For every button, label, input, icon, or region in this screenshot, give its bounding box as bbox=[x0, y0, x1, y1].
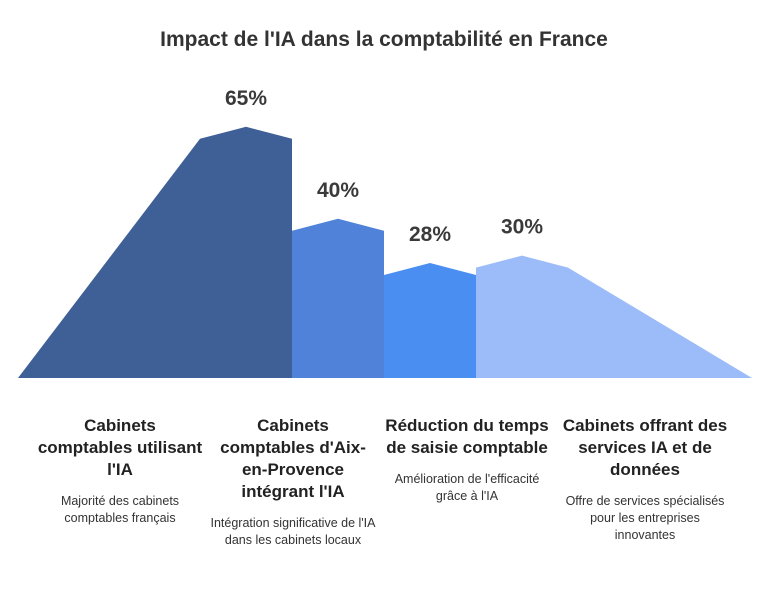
area-segment-4 bbox=[476, 255, 752, 378]
value-label-2: 40% bbox=[317, 179, 359, 202]
category-description-2: Intégration significative de l'IA dans l… bbox=[210, 516, 376, 547]
category-2: Cabinets comptables d'Aix-en-Provence in… bbox=[208, 415, 378, 549]
value-label-1: 65% bbox=[225, 87, 267, 110]
category-3: Réduction du temps de saisie comptable A… bbox=[382, 415, 552, 505]
category-label-4: Cabinets offrant des services IA et de d… bbox=[562, 416, 728, 479]
chart-title: Impact de l'IA dans la comptabilité en F… bbox=[160, 28, 608, 51]
value-label-3: 28% bbox=[409, 223, 451, 246]
category-description-4: Offre de services spécialisés pour les e… bbox=[565, 494, 725, 542]
area-segment-3 bbox=[384, 262, 476, 378]
category-1: Cabinets comptables utilisant l'IA Major… bbox=[35, 415, 205, 527]
category-4: Cabinets offrant des services IA et de d… bbox=[560, 415, 730, 544]
category-label-2: Cabinets comptables d'Aix-en-Provence in… bbox=[220, 416, 366, 501]
area-segment-1 bbox=[18, 126, 292, 378]
value-label-4: 30% bbox=[501, 216, 543, 239]
area-segment-2 bbox=[292, 218, 384, 378]
category-label-3: Réduction du temps de saisie comptable bbox=[385, 416, 549, 457]
category-label-1: Cabinets comptables utilisant l'IA bbox=[37, 416, 203, 479]
category-description-3: Amélioration de l'efficacité grâce à l'I… bbox=[394, 472, 540, 503]
category-description-1: Majorité des cabinets comptables françai… bbox=[60, 494, 180, 525]
